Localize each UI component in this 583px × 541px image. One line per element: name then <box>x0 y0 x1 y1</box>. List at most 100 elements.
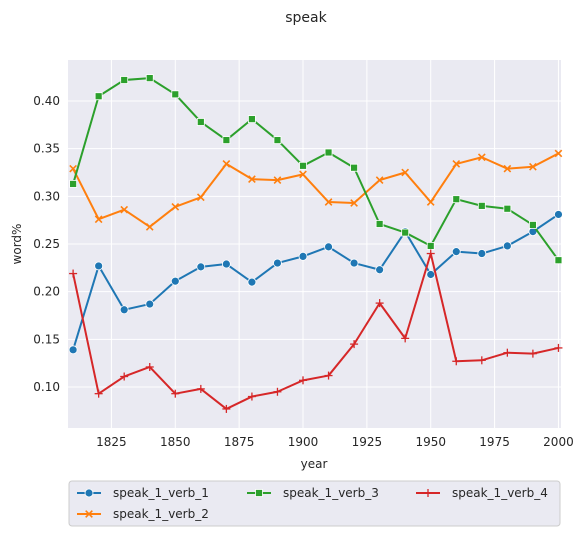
data-point <box>426 242 435 250</box>
legend-item-speak-1-verb-2: speak_1_verb_2 <box>77 507 209 521</box>
data-point <box>401 228 410 237</box>
legend-symbol <box>85 510 93 518</box>
y-axis-label: word% <box>10 224 24 265</box>
data-point <box>222 136 231 144</box>
legend-symbol <box>424 489 432 497</box>
chart-title: speak <box>285 10 327 26</box>
data-point <box>69 269 78 278</box>
data-point <box>69 180 78 188</box>
data-point <box>248 115 256 124</box>
data-point <box>452 160 461 168</box>
data-point <box>350 163 358 172</box>
data-point <box>452 357 461 366</box>
data-point <box>298 251 308 261</box>
data-point <box>120 205 129 214</box>
data-point <box>273 176 282 184</box>
data-point <box>502 241 512 251</box>
data-point <box>349 258 359 268</box>
data-point <box>324 242 333 252</box>
data-point <box>68 345 78 355</box>
legend-label: speak_1_verb_3 <box>283 486 379 500</box>
data-point <box>426 249 435 258</box>
data-point <box>529 221 537 229</box>
data-point <box>503 348 512 357</box>
data-point <box>273 387 282 396</box>
series-line <box>72 77 560 261</box>
data-point <box>324 371 333 380</box>
data-point <box>196 118 205 126</box>
x-tick-label: 1825 <box>96 435 127 449</box>
tick-labels: 1825 1850 1875 1900 1925 1950 1975 2000 0.10 0.15… <box>33 94 573 449</box>
data-point <box>171 90 180 99</box>
data-point <box>452 195 461 204</box>
legend-item-speak-1-verb-1: speak_1_verb_1 <box>77 486 209 500</box>
data-point <box>528 349 537 358</box>
data-point <box>120 76 129 84</box>
y-tick-label: 0.20 <box>33 285 60 299</box>
data-point <box>145 299 155 309</box>
legend-symbol <box>84 488 94 498</box>
y-tick-label: 0.10 <box>33 380 60 394</box>
data-point <box>247 277 257 287</box>
data-point <box>94 389 103 398</box>
data-point <box>170 276 180 286</box>
legend-item-speak-1-verb-3: speak_1_verb_3 <box>247 486 379 500</box>
legend-marker <box>77 488 101 498</box>
data-point <box>401 334 410 343</box>
data-point <box>426 198 435 206</box>
data-point <box>554 256 563 265</box>
data-point <box>299 161 307 170</box>
data-point <box>222 160 231 168</box>
data-point <box>196 193 205 202</box>
data-point <box>503 164 512 173</box>
data-point <box>273 258 282 268</box>
grid <box>68 60 561 428</box>
series-speak-1-verb-3 <box>69 74 563 265</box>
data-point <box>120 372 129 381</box>
data-point <box>222 404 231 413</box>
series-line <box>72 152 559 228</box>
data-point <box>145 222 154 231</box>
data-point <box>477 201 486 210</box>
data-point <box>324 148 333 157</box>
legend-marker <box>416 489 440 497</box>
data-point <box>401 168 410 177</box>
data-point <box>451 247 461 257</box>
series-speak-1-verb-2 <box>69 149 563 231</box>
x-tick-label: 2000 <box>543 435 574 449</box>
data-point <box>554 343 563 352</box>
data-point <box>554 149 563 158</box>
x-axis-label: year <box>301 457 328 471</box>
x-tick-label: 1975 <box>479 435 510 449</box>
y-tick-label: 0.25 <box>33 237 60 251</box>
legend-marker <box>247 489 271 497</box>
x-tick-label: 1925 <box>352 435 383 449</box>
y-tick-label: 0.30 <box>33 189 60 203</box>
data-point <box>503 204 512 213</box>
data-point <box>529 162 537 171</box>
data-point <box>375 299 384 308</box>
data-point <box>350 199 358 207</box>
legend-label: speak_1_verb_2 <box>113 507 209 521</box>
data-point <box>299 170 307 179</box>
data-point <box>145 74 154 83</box>
data-point <box>221 259 231 269</box>
data-point <box>350 340 359 349</box>
data-point <box>119 305 129 315</box>
data-point <box>324 198 333 206</box>
data-point <box>375 220 384 228</box>
x-tick-label: 1875 <box>224 435 255 449</box>
x-tick-label: 1850 <box>160 435 191 449</box>
data-point <box>426 270 436 279</box>
data-point <box>554 210 563 219</box>
series-line <box>72 252 559 410</box>
data-point <box>273 136 282 144</box>
legend: speak_1_verb_1 speak_1_verb_2 speak_1_ve… <box>68 480 561 527</box>
legend-marker <box>77 510 101 518</box>
data-point <box>477 153 486 162</box>
data-point <box>477 249 487 258</box>
data-point <box>196 262 206 272</box>
legend-item-speak-1-verb-4: speak_1_verb_4 <box>416 486 548 500</box>
y-tick-label: 0.35 <box>33 142 60 156</box>
